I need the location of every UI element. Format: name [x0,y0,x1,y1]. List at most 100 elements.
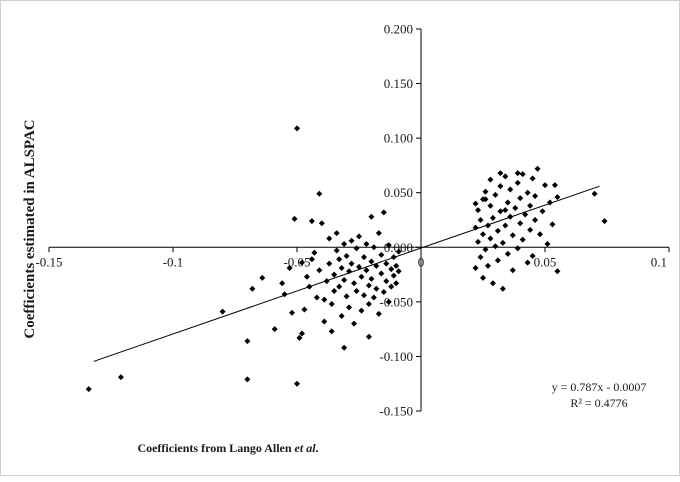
data-point [370,294,377,301]
data-point [395,248,402,255]
data-point [360,254,367,261]
y-tick-label: 0.050 [384,185,413,200]
data-point [326,260,333,267]
data-point [480,231,486,238]
data-point [509,232,516,239]
data-point [356,233,362,240]
data-point [341,344,348,351]
x-ticks: -0.15 -0.1 -0.05 0 0.05 0.1 [35,247,670,269]
data-point [326,235,333,242]
data-point [489,280,496,287]
data-point [343,293,350,300]
data-point [542,182,548,189]
data-point [380,209,387,216]
data-point [318,220,325,227]
data-point [363,267,370,274]
data-point [504,199,511,206]
data-point [527,202,534,209]
data-point [259,274,266,281]
data-point [395,268,402,275]
data-point [489,214,496,221]
data-point [502,222,509,229]
data-point [393,262,400,269]
data-point [279,280,286,287]
data-point [368,275,375,282]
y-tick-label: -0.050 [379,294,413,309]
data-point [249,285,256,292]
data-point [529,253,536,260]
data-point [390,272,397,279]
data-point [301,306,308,313]
data-point [365,282,372,289]
axes: -0.15 -0.1 -0.05 0 0.05 0.1 -0.150-0.100-0.05… [35,22,670,419]
data-point [331,271,338,278]
data-point [539,208,546,215]
r-squared-label: R² = 0.4776 [570,396,627,410]
data-point [368,213,375,220]
data-point [477,254,484,261]
data-point [601,218,608,225]
data-point [336,256,343,263]
data-point [328,301,335,308]
data-point [333,230,340,237]
x-axis-title-part: Coefficients from Lango Allen [137,441,294,455]
data-point [296,334,303,341]
data-point [378,251,385,258]
data-point [294,125,300,132]
data-point [338,265,345,272]
data-point [351,320,358,327]
data-point [385,298,392,305]
data-point [524,189,531,196]
x-axis-title: Coefficients from Lango Allen et al. [137,441,318,455]
data-point [482,188,489,195]
data-point [117,374,124,381]
data-point [492,243,499,250]
y-tick-label: 0.100 [384,131,413,146]
data-point [512,204,519,211]
data-point [507,186,514,193]
data-point [365,301,372,308]
data-point [333,247,340,254]
data-point [331,287,338,294]
data-point [244,338,251,345]
y-axis-title: Coefficients estimated in ALSPAC [22,119,38,338]
data-points [85,125,608,393]
data-point [308,218,315,225]
data-point [353,245,360,252]
x-tick-label: 0 [418,254,425,269]
data-point [514,170,521,177]
data-point [370,244,377,251]
data-point [321,318,328,325]
data-point [271,326,278,333]
data-point [356,263,362,270]
data-point [524,259,531,266]
data-point [385,242,392,249]
data-point [348,237,355,244]
data-point [358,307,365,314]
data-point [537,231,544,238]
data-point [351,280,358,287]
data-point [494,227,501,234]
data-point [532,192,539,199]
data-point [365,333,372,340]
data-point [346,304,353,311]
x-tick-label: -0.1 [163,254,184,269]
data-point [502,173,509,180]
data-point [551,182,558,189]
data-point [308,256,315,263]
data-point [286,265,293,272]
data-point [499,239,506,246]
data-point [316,190,323,197]
data-point [338,313,345,320]
data-point [388,266,395,273]
data-point [544,241,551,248]
data-point [492,191,499,198]
data-point [502,207,509,214]
data-point [303,273,310,280]
data-point [472,265,479,272]
data-point [368,258,375,265]
data-point [554,268,561,275]
data-point [519,171,526,178]
